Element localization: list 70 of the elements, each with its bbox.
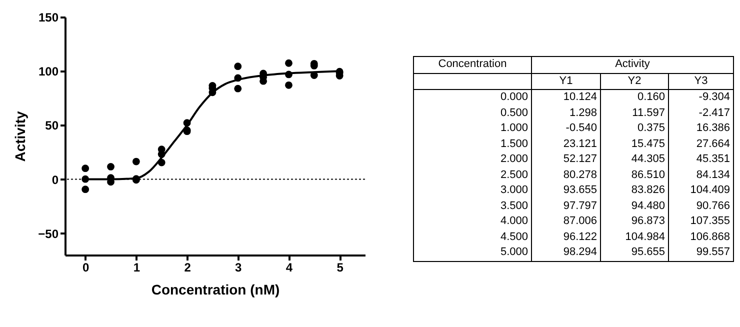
data-label: 84.134 [668, 168, 734, 183]
y-tick-label: 0.500 [414, 106, 532, 121]
data-label: 98.294 [532, 245, 600, 261]
data-label: 97.797 [532, 198, 600, 214]
data-label: 90.766 [668, 198, 734, 214]
y-tick-label: 50 [45, 118, 59, 133]
data-label: 15.475 [600, 136, 668, 152]
data-label: 94.480 [600, 198, 668, 214]
x-tick-label: Y2 [600, 73, 668, 90]
data-label: 1.298 [532, 106, 600, 121]
y-tick-label: 1.500 [414, 136, 532, 152]
data-label: 96.873 [600, 214, 668, 230]
point [285, 59, 292, 67]
data-label: 104.409 [668, 183, 734, 198]
x-tick-label: 2 [184, 260, 192, 274]
data-label: 27.664 [668, 136, 734, 152]
point [107, 163, 114, 170]
data-label: 107.355 [668, 214, 734, 230]
y-axis-title: Concentration [414, 56, 532, 73]
data-label: 86.510 [600, 168, 668, 183]
data-label: 96.122 [532, 230, 600, 245]
point [234, 62, 242, 70]
data-label: 99.557 [668, 245, 734, 261]
data-label: 104.984 [600, 230, 668, 245]
y-tick-label: 4.500 [414, 230, 532, 245]
data-label: 80.278 [532, 168, 600, 183]
y-tick-label: 2.000 [414, 152, 532, 168]
point [82, 186, 90, 194]
point [82, 164, 90, 172]
y-tick-label: 0 [52, 172, 59, 187]
data-label: 0.160 [600, 90, 668, 106]
data-label: 23.121 [532, 136, 600, 152]
x-tick-label: 4 [286, 260, 293, 274]
data-label: 16.386 [668, 121, 734, 136]
data-label: -2.417 [668, 106, 734, 121]
data-label: 106.868 [668, 230, 734, 245]
data-label: 44.305 [600, 152, 668, 168]
data-label: 87.006 [532, 214, 600, 230]
y-tick-label: 3.500 [414, 198, 532, 214]
data-label: 52.127 [532, 152, 600, 168]
point [132, 158, 140, 166]
y-tick-label: 1.000 [414, 121, 532, 136]
data-label: 83.826 [600, 183, 668, 198]
point [285, 81, 292, 89]
x-axis-title: Activity [532, 56, 734, 73]
x-tick-label: Y3 [668, 73, 734, 90]
data-label: -9.304 [668, 90, 734, 106]
x-tick-label: Y1 [532, 73, 600, 90]
y-tick-label: 100 [38, 64, 59, 79]
y-tick-label: 3.000 [414, 183, 532, 198]
data-label: 93.655 [532, 183, 600, 198]
data-label: 0.375 [600, 121, 668, 136]
x-axis-title: Concentration (nM) [151, 282, 280, 298]
data-label: 10.124 [532, 90, 600, 106]
x-tick-label: 5 [336, 260, 344, 274]
data-label: 95.655 [600, 245, 668, 261]
x-tick-label: 0 [82, 260, 90, 274]
y-tick-label: 5.000 [414, 245, 532, 261]
x-tick-label: 1 [133, 260, 140, 274]
y-tick-label: 4.000 [414, 214, 532, 230]
y-tick-label: 2.500 [414, 168, 532, 183]
data-label: 45.351 [668, 152, 734, 168]
x-tick-label: 3 [235, 260, 242, 274]
y-tick-label: 150 [38, 10, 59, 24]
data-label: -0.540 [532, 121, 600, 136]
point [234, 84, 242, 92]
y-tick-label: −50 [38, 226, 59, 241]
y-axis-title: Activity [12, 111, 28, 162]
y-tick-label: 0.000 [414, 90, 532, 106]
data-label: 11.597 [600, 106, 668, 121]
